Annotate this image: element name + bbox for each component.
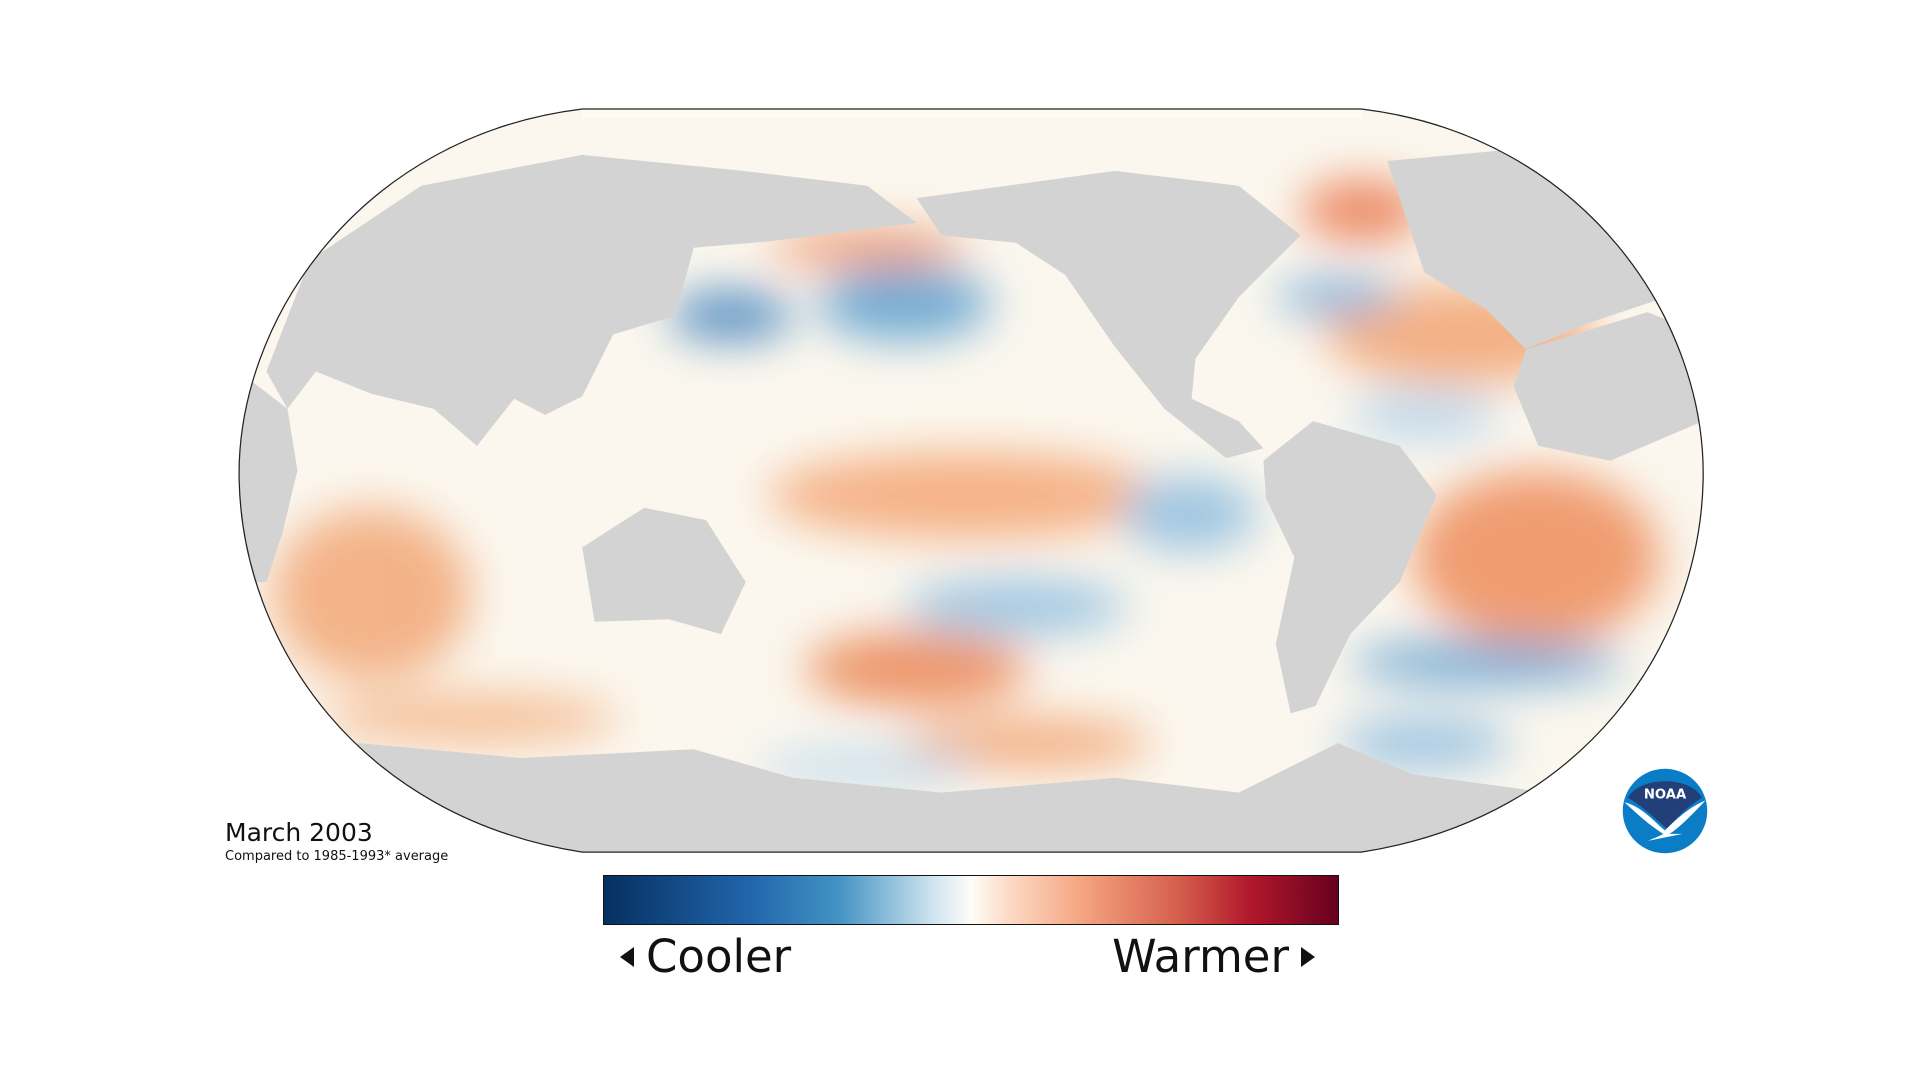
map-subtitle: Compared to 1985-1993* average — [225, 849, 449, 864]
svg-text:NOAA: NOAA — [1644, 788, 1687, 803]
cooler-text: Cooler — [646, 930, 792, 983]
map-title: March 2003 — [225, 818, 373, 847]
arrow-right-icon — [1301, 946, 1315, 967]
map-outline — [238, 108, 1704, 853]
color-scale-bar — [603, 875, 1339, 925]
noaa-logo: NOAA — [1622, 768, 1708, 854]
warmer-label: Warmer — [1112, 930, 1315, 983]
cooler-label: Cooler — [620, 930, 791, 983]
arrow-left-icon — [620, 946, 634, 967]
warmer-text: Warmer — [1112, 930, 1289, 983]
